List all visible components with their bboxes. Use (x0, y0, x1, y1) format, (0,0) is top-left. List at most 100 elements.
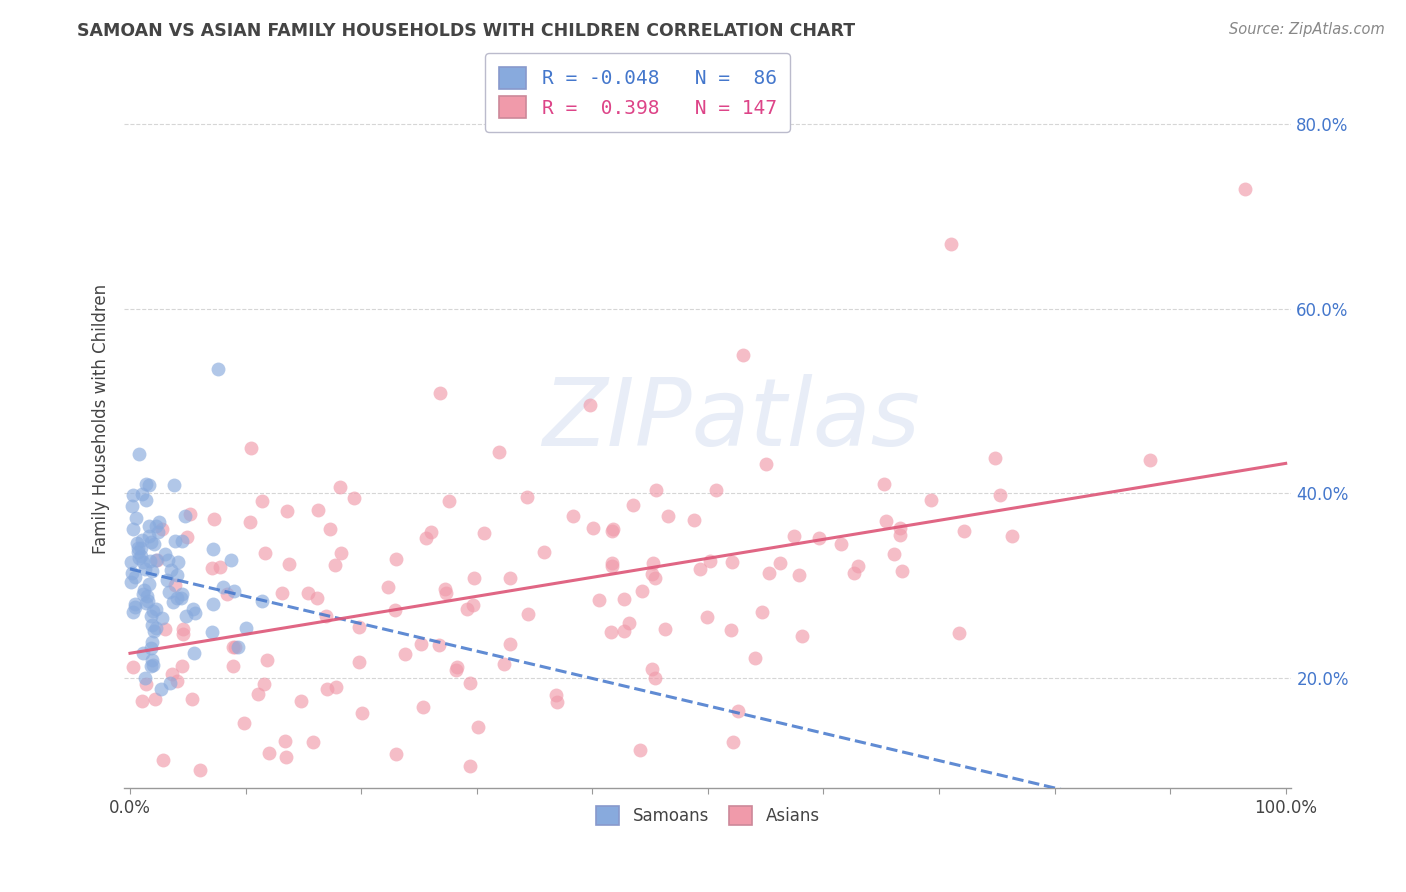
Point (347, 655, 370, 669)
Point (235, 621, 257, 635)
Point (181, 692, 204, 706)
Point (578, 398, 600, 412)
Point (488, 445, 510, 459)
Point (146, 553, 169, 567)
Point (222, 640, 245, 655)
Point (419, 524, 441, 539)
Point (172, 626, 194, 640)
Point (600, 556, 623, 570)
Point (517, 607, 540, 622)
Point (127, 541, 149, 556)
Point (145, 621, 167, 635)
Point (394, 648, 416, 662)
Point (188, 763, 211, 777)
Point (166, 568, 188, 582)
Point (323, 558, 346, 572)
Point (704, 483, 727, 498)
Point (890, 564, 912, 578)
Point (411, 637, 433, 651)
Point (129, 549, 152, 563)
Point (152, 752, 174, 766)
Point (121, 660, 143, 674)
Point (176, 608, 198, 623)
Point (122, 605, 145, 619)
Point (256, 653, 278, 667)
Point (1234, 182, 1257, 196)
Point (446, 660, 468, 674)
Point (274, 734, 297, 748)
Point (132, 582, 155, 597)
Point (172, 587, 194, 601)
Point (135, 677, 157, 691)
Point (138, 519, 160, 533)
Point (644, 671, 666, 685)
Point (219, 552, 242, 566)
Point (699, 554, 721, 568)
Point (124, 599, 146, 614)
Point (768, 556, 790, 570)
Point (184, 606, 207, 620)
Point (145, 602, 167, 616)
Point (148, 515, 170, 529)
Point (727, 704, 749, 718)
Point (138, 594, 160, 608)
Point (132, 556, 155, 570)
Point (145, 553, 167, 567)
Point (141, 618, 163, 632)
Point (630, 583, 652, 598)
Point (588, 593, 610, 607)
Point (721, 556, 744, 570)
Point (121, 500, 143, 514)
Point (644, 571, 666, 585)
Point (153, 622, 176, 636)
Point (467, 720, 489, 734)
Point (163, 478, 186, 492)
Point (215, 586, 238, 600)
Point (276, 750, 298, 764)
Point (657, 508, 679, 523)
Point (124, 598, 146, 612)
Point (875, 514, 897, 528)
Point (157, 585, 180, 599)
Point (1139, 453, 1161, 467)
Point (127, 544, 149, 558)
Point (640, 567, 662, 582)
Point (145, 519, 167, 533)
Point (143, 624, 166, 639)
Point (172, 659, 194, 673)
Point (224, 640, 246, 654)
Point (325, 680, 347, 694)
Point (257, 746, 280, 760)
Point (141, 564, 163, 578)
Point (143, 692, 166, 706)
Point (202, 541, 225, 556)
Point (546, 695, 568, 709)
Point (599, 624, 621, 639)
Point (201, 625, 224, 640)
Point (157, 552, 180, 566)
Point (434, 586, 457, 600)
Text: Source: ZipAtlas.com: Source: ZipAtlas.com (1229, 22, 1385, 37)
Point (848, 559, 870, 574)
Point (134, 671, 156, 685)
Point (160, 667, 183, 681)
Point (150, 681, 173, 696)
Point (427, 638, 450, 652)
Point (316, 682, 339, 697)
Point (166, 591, 188, 605)
Point (883, 548, 905, 562)
Point (602, 524, 624, 538)
Point (643, 556, 665, 570)
Point (645, 483, 668, 497)
Point (211, 580, 233, 594)
Point (120, 575, 142, 590)
Point (842, 566, 865, 580)
Point (807, 531, 830, 545)
Point (562, 509, 585, 524)
Point (131, 694, 153, 708)
Point (630, 743, 652, 757)
Point (167, 555, 190, 569)
Point (641, 662, 664, 676)
Point (139, 535, 162, 549)
Point (139, 554, 162, 568)
